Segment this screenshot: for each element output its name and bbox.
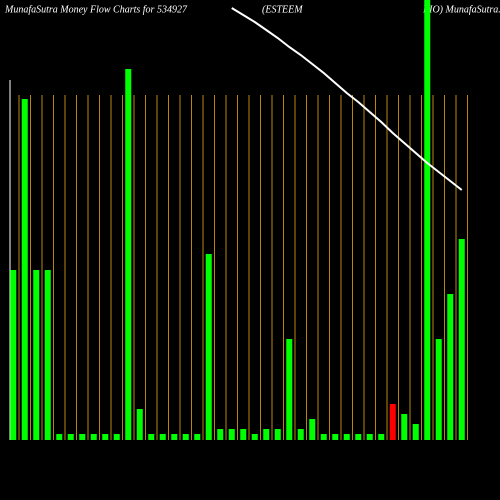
bar <box>240 429 247 440</box>
bar <box>309 419 316 440</box>
bar <box>56 434 63 440</box>
bar <box>44 270 51 440</box>
bar <box>332 434 339 440</box>
bar <box>251 434 258 440</box>
bar <box>67 434 74 440</box>
bar <box>343 434 350 440</box>
chart-title-part: BIO) MunafaSutra.com <box>423 4 500 15</box>
bar <box>228 429 235 440</box>
chart-title-part: (ESTEEM <box>262 4 303 15</box>
bar <box>10 270 17 440</box>
bar <box>21 99 28 440</box>
bar <box>389 404 396 440</box>
bar <box>355 434 362 440</box>
bar <box>102 434 109 440</box>
bar <box>435 339 442 440</box>
bar <box>366 434 373 440</box>
bar <box>286 339 293 440</box>
bar <box>159 434 166 440</box>
bar <box>217 429 224 440</box>
bar <box>136 409 143 440</box>
separators <box>18 95 468 440</box>
bar <box>113 434 120 440</box>
bar <box>424 0 431 440</box>
bar <box>125 69 132 440</box>
bar <box>297 429 304 440</box>
chart-title: MunafaSutra Money Flow Charts for 534927 <box>4 4 188 15</box>
bar <box>205 254 212 440</box>
bar <box>194 434 201 440</box>
bar <box>378 434 385 440</box>
bar <box>412 424 419 440</box>
bar <box>148 434 155 440</box>
bar <box>401 414 408 440</box>
bar <box>263 429 270 440</box>
bar <box>79 434 86 440</box>
bar <box>447 294 454 440</box>
bar <box>458 239 465 440</box>
bar <box>274 429 281 440</box>
bar <box>320 434 327 440</box>
bar <box>182 434 189 440</box>
bar <box>171 434 178 440</box>
bar <box>90 434 97 440</box>
bar <box>33 270 40 440</box>
money-flow-line <box>231 7 463 191</box>
